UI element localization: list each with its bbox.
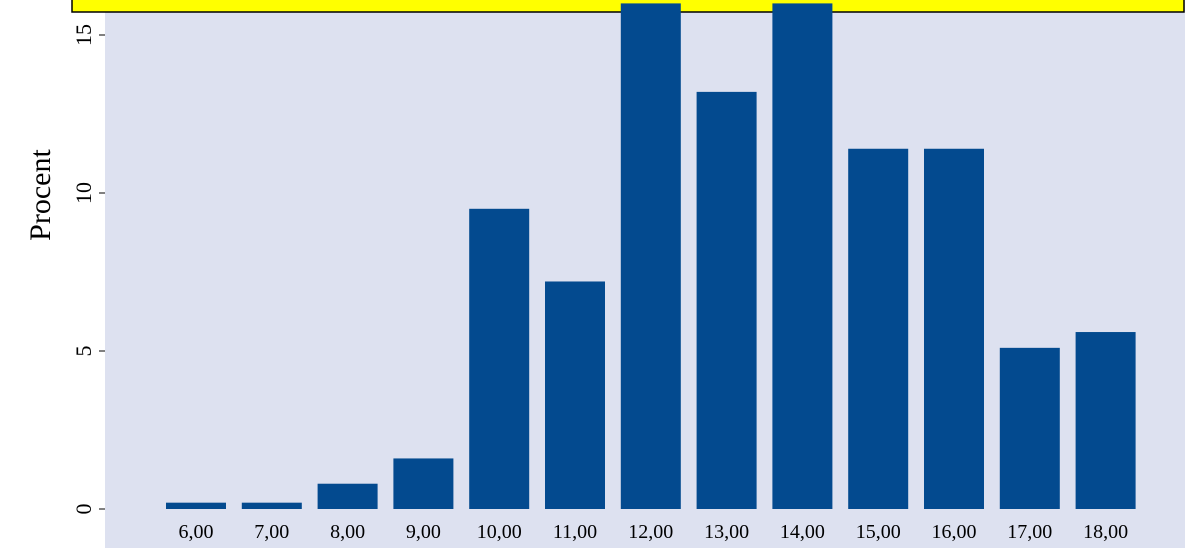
bar-15-00 [848,149,908,509]
bar-12-00 [621,3,681,509]
bar-11-00 [545,281,605,509]
bar-17-00 [1000,348,1060,509]
x-tick-label: 12,00 [628,521,673,543]
bar-6-00 [166,503,226,509]
x-tick-label: 13,00 [704,521,749,543]
x-tick-label: 10,00 [477,521,522,543]
y-axis-label: Procent [24,149,57,241]
y-tick-label: 10 [71,182,96,204]
bar-13-00 [697,92,757,509]
x-tick-label: 11,00 [553,521,597,543]
bar-10-00 [469,209,529,509]
bar-9-00 [393,458,453,509]
bar-8-00 [318,484,378,509]
y-tick-label: 0 [71,504,96,515]
y-axis: 0 5 10 15 [71,24,105,515]
bar-14-00 [772,3,832,509]
bar-7-00 [242,503,302,509]
x-tick-label: 15,00 [856,521,901,543]
x-tick-label: 18,00 [1083,521,1128,543]
y-tick-label: 5 [71,346,96,357]
x-tick-label: 8,00 [330,521,365,543]
x-tick-label: 6,00 [179,521,214,543]
x-tick-label: 7,00 [254,521,289,543]
x-tick-label: 17,00 [1007,521,1052,543]
bar-16-00 [924,149,984,509]
y-tick-label: 15 [71,24,96,46]
bar-18-00 [1076,332,1136,509]
x-tick-label: 16,00 [932,521,977,543]
x-tick-label: 9,00 [406,521,441,543]
x-tick-label: 14,00 [780,521,825,543]
